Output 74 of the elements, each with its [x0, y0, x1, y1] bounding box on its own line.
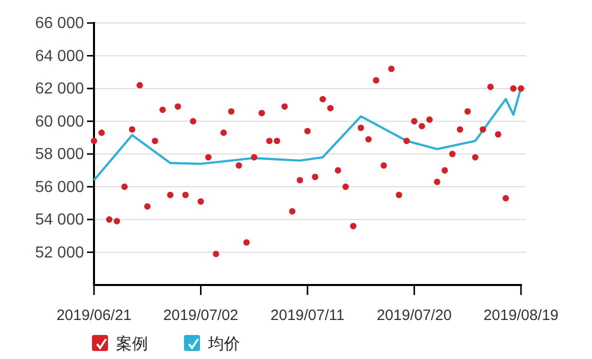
legend-item: 均价: [184, 335, 240, 353]
point: [403, 138, 410, 144]
point: [220, 130, 227, 136]
point: [136, 82, 143, 88]
point: [411, 118, 418, 124]
y-tick-label: 58 000: [35, 146, 84, 163]
point: [243, 239, 250, 246]
point: [380, 162, 387, 169]
point: [327, 104, 334, 112]
y-tick-label: 64 000: [35, 48, 84, 65]
point: [494, 131, 502, 138]
point: [434, 178, 440, 186]
legend-label: 均价: [207, 336, 240, 353]
point: [518, 85, 524, 92]
point: [228, 108, 234, 115]
point: [236, 162, 242, 169]
point: [464, 108, 471, 115]
legend-label: 案例: [116, 335, 148, 353]
x-tick-label: 2019/06/21: [56, 307, 132, 324]
point: [152, 138, 158, 144]
point: [312, 174, 318, 180]
point: [198, 198, 204, 205]
point: [418, 122, 426, 130]
point: [106, 216, 112, 223]
point: [510, 85, 517, 92]
y-tick-label: 62 000: [35, 80, 84, 98]
point: [350, 222, 356, 230]
y-tick-label: 52 000: [35, 244, 84, 262]
point: [502, 195, 509, 202]
point: [281, 103, 288, 110]
y-tick-label: 54 000: [35, 212, 84, 228]
x-tick-label: 2019/07/11: [270, 307, 344, 324]
point: [296, 177, 304, 184]
point: [480, 126, 486, 133]
point: [342, 184, 349, 190]
point: [449, 150, 456, 158]
point: [304, 128, 311, 134]
point: [472, 154, 478, 160]
point: [388, 66, 395, 72]
point: [90, 138, 98, 144]
point: [190, 118, 196, 124]
point: [128, 126, 136, 133]
y-tick-label: 60 000: [35, 113, 84, 130]
point: [205, 154, 212, 160]
point: [442, 167, 448, 174]
x-tick-label: 2019/07/20: [376, 307, 452, 324]
point: [334, 167, 342, 174]
point: [121, 184, 128, 190]
point: [396, 192, 402, 198]
point: [358, 124, 364, 131]
point: [426, 116, 433, 123]
point: [365, 136, 372, 142]
point: [144, 203, 151, 210]
point: [212, 250, 220, 258]
point: [274, 138, 280, 144]
point: [372, 77, 380, 84]
point: [98, 130, 105, 136]
legend-item: 案例: [92, 335, 148, 353]
x-tick-label: 2019/07/02: [163, 307, 238, 324]
point: [250, 154, 258, 160]
point: [182, 192, 189, 198]
point: [159, 106, 166, 113]
point: [266, 138, 273, 144]
point: [114, 218, 120, 224]
point: [258, 110, 265, 116]
point: [174, 103, 182, 110]
y-tick-label: 66 000: [35, 15, 84, 32]
x-tick-label: 2019/08/19: [483, 307, 559, 324]
point: [456, 126, 464, 133]
point: [320, 96, 326, 102]
y-tick-label: 56 000: [35, 178, 84, 196]
point: [167, 192, 174, 198]
point: [487, 84, 494, 90]
point: [289, 208, 296, 215]
